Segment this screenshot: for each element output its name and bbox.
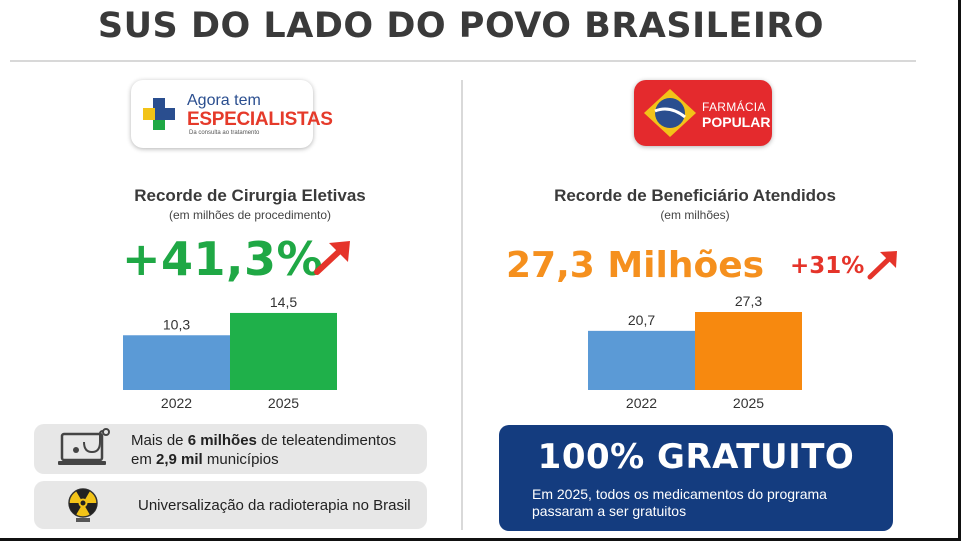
free-medication-banner: 100% GRATUITO Em 2025, todos os medicame… — [499, 425, 893, 531]
farmacia-popular-logo: FARMÁCIA POPULAR — [634, 80, 772, 146]
radiation-icon — [68, 488, 98, 522]
bar-2022 — [123, 335, 230, 390]
bar-value-label: 27,3 — [735, 293, 762, 309]
logo-sub-text: Da consulta ao tratamento — [189, 130, 260, 136]
page-title: SUS DO LADO DO POVO BRASILEIRO — [97, 6, 825, 46]
card-text-highlight: 2,9 mil — [156, 451, 203, 468]
left-chart-title: Recorde de Cirurgia Eletivas — [134, 186, 366, 205]
bar-2022 — [588, 330, 695, 390]
bar-2025 — [695, 312, 802, 390]
card-text: Mais de 6 milhões de teleatendimentos em … — [131, 431, 421, 469]
bar-category-label: 2025 — [733, 395, 764, 411]
brazil-flag-icon — [644, 89, 696, 137]
card-text: Universalização da radioterapia no Brasi… — [138, 496, 428, 515]
card-text-highlight: 6 milhões — [187, 432, 257, 449]
card-text-segment: em — [131, 451, 157, 468]
card-text-segment: Mais de — [131, 432, 188, 449]
health-cross-icon — [143, 98, 175, 130]
bar-2025 — [230, 312, 337, 390]
logo-main-text: POPULAR — [702, 114, 771, 130]
right-chart-subtitle: (em milhões) — [660, 208, 730, 222]
bar-category-label: 2025 — [268, 395, 299, 411]
logo-main-text: ESPECIALISTAS — [187, 109, 333, 130]
bar-category-label: 2022 — [161, 395, 192, 411]
card-text-segment: de teleatendimentos — [256, 432, 397, 449]
bar-value-label: 10,3 — [163, 316, 190, 332]
free-banner-text: Em 2025, todos os medicamentos do progra… — [532, 486, 827, 519]
logo-top-text: Agora tem — [187, 92, 261, 109]
bar-category-label: 2022 — [626, 395, 657, 411]
radioterapia-card: Universalização da radioterapia no Brasi… — [34, 481, 427, 529]
card-text-segment: Universalização da radioterapia no Brasi… — [138, 497, 411, 514]
free-banner-title: 100% GRATUITO — [537, 437, 855, 477]
left-bar-chart: 10,3 2022 14,5 2025 — [123, 294, 337, 411]
agora-tem-especialistas-logo: Agora tem ESPECIALISTAS Da consulta ao t… — [131, 80, 333, 148]
title-divider — [10, 60, 916, 62]
column-divider — [461, 80, 463, 530]
up-arrow-icon — [867, 251, 897, 280]
right-growth-percent: +31% — [790, 253, 865, 279]
laptop-stethoscope-icon — [58, 428, 110, 465]
bar-value-label: 14,5 — [270, 294, 297, 310]
teleatendimento-card: Mais de 6 milhões de teleatendimentos em … — [34, 424, 427, 474]
up-arrow-icon — [314, 241, 350, 275]
left-growth-headline: +41,3% — [122, 232, 324, 286]
bar-value-label: 20,7 — [628, 312, 655, 328]
logo-top-text: FARMÁCIA — [702, 100, 766, 114]
left-chart-subtitle: (em milhões de procedimento) — [168, 208, 332, 222]
right-chart-title: Recorde de Beneficiário Atendidos — [554, 186, 836, 205]
right-bar-chart: 20,7 2022 27,3 2025 — [588, 293, 802, 411]
card-text-segment: municípios — [202, 451, 279, 468]
right-headline-value: 27,3 Milhões — [506, 245, 765, 286]
